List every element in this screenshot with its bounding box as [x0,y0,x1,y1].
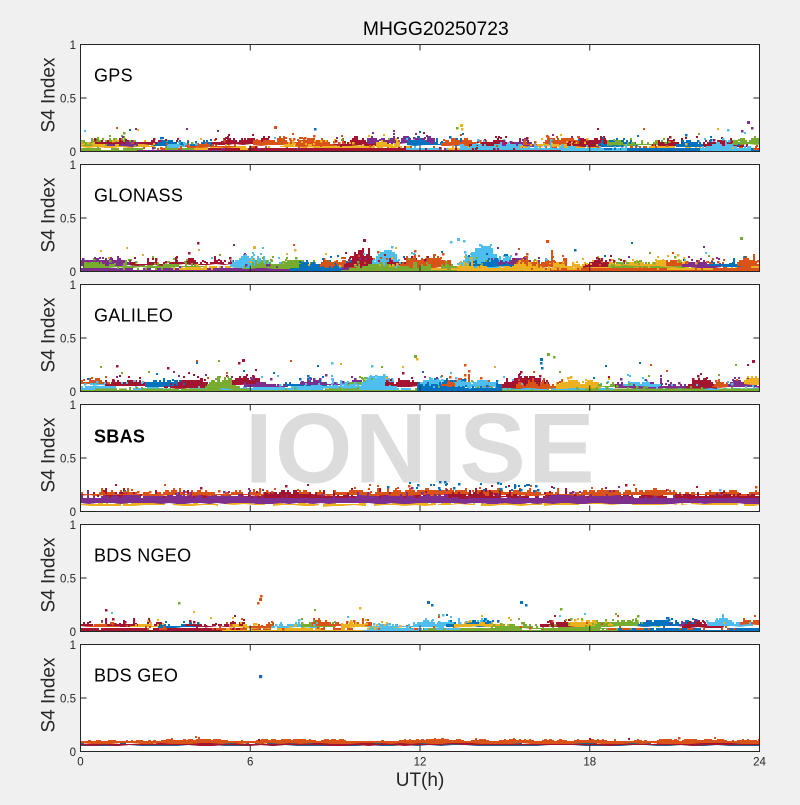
svg-text:S4 Index: S4 Index [39,417,60,492]
svg-text:GPS: GPS [94,66,133,86]
svg-text:SBAS: SBAS [94,427,145,447]
svg-text:1: 1 [70,400,76,412]
svg-text:IONISE: IONISE [245,394,597,505]
svg-text:1: 1 [70,160,76,172]
svg-text:0.5: 0.5 [60,334,76,346]
svg-text:S4 Index: S4 Index [39,177,60,252]
svg-text:S4 Index: S4 Index [39,297,60,372]
svg-text:0: 0 [70,747,76,759]
svg-text:0: 0 [77,757,83,769]
svg-text:S4 Index: S4 Index [39,57,60,132]
svg-text:GLONASS: GLONASS [94,186,183,206]
svg-text:0: 0 [70,267,76,279]
svg-text:1: 1 [70,40,76,52]
svg-text:0: 0 [70,147,76,159]
svg-text:0.5: 0.5 [60,694,76,706]
svg-text:BDS GEO: BDS GEO [94,666,178,686]
svg-text:GALILEO: GALILEO [94,306,173,326]
svg-text:0.5: 0.5 [60,94,76,106]
svg-text:0.5: 0.5 [60,574,76,586]
svg-text:0: 0 [70,387,76,399]
svg-text:BDS NGEO: BDS NGEO [94,546,191,566]
svg-text:S4 Index: S4 Index [39,657,60,732]
svg-text:12: 12 [414,757,427,769]
svg-text:UT(h): UT(h) [396,770,445,791]
svg-text:1: 1 [70,640,76,652]
svg-text:S4 Index: S4 Index [39,537,60,612]
svg-text:6: 6 [247,757,253,769]
svg-text:0: 0 [70,507,76,519]
svg-text:0.5: 0.5 [60,214,76,226]
svg-text:1: 1 [70,520,76,532]
svg-text:0.5: 0.5 [60,454,76,466]
svg-text:24: 24 [753,757,766,769]
svg-text:MHGG20250723: MHGG20250723 [363,19,509,40]
svg-text:18: 18 [583,757,596,769]
svg-text:1: 1 [70,280,76,292]
svg-text:0: 0 [70,627,76,639]
